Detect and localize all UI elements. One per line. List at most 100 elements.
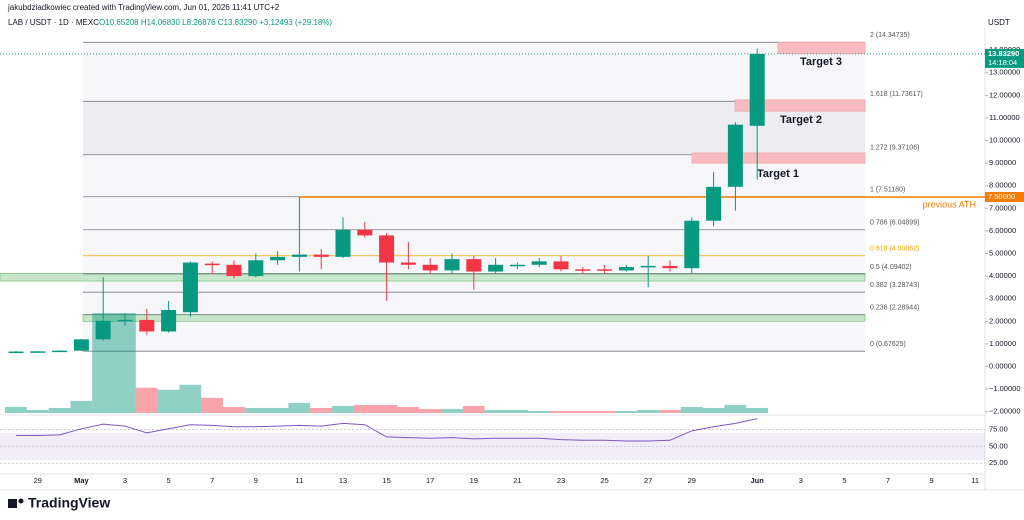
volume-bar bbox=[680, 406, 703, 413]
candle-body bbox=[662, 265, 678, 269]
candle-body bbox=[248, 260, 264, 277]
y-tick-label: 9.00000 bbox=[989, 158, 1016, 167]
support-zone bbox=[0, 273, 866, 282]
candle-body bbox=[444, 259, 460, 271]
candle-body bbox=[422, 264, 438, 271]
candle-body bbox=[161, 309, 177, 332]
candle-body bbox=[357, 229, 373, 236]
fib-band bbox=[83, 292, 865, 315]
target-box bbox=[734, 99, 866, 112]
rsi-tick-label: 75.00 bbox=[989, 424, 1008, 433]
x-tick-label: 7 bbox=[210, 476, 214, 485]
last-price-tag bbox=[985, 48, 1024, 68]
target-label: Target 2 bbox=[780, 114, 822, 126]
y-tick-label: 2.00000 bbox=[989, 316, 1016, 325]
volume-bar bbox=[179, 384, 202, 413]
candle-body bbox=[270, 256, 286, 261]
last-price-label: 13.83290 bbox=[988, 49, 1019, 58]
currency-label: USDT bbox=[988, 18, 1010, 27]
volume-bar bbox=[135, 387, 158, 413]
fib-label: 0.382 (3.28743) bbox=[870, 282, 919, 289]
volume-bar bbox=[637, 409, 659, 413]
logo-dot bbox=[18, 498, 24, 504]
volume-bar bbox=[157, 389, 180, 413]
x-tick-label: 7 bbox=[886, 476, 890, 485]
volume-bar bbox=[506, 409, 529, 413]
ath-tag bbox=[985, 192, 1024, 203]
volume-bar bbox=[310, 407, 332, 413]
volume-bar bbox=[114, 313, 136, 413]
x-tick-label: 29 bbox=[688, 476, 696, 485]
volume-bar bbox=[288, 402, 311, 413]
x-tick-label: 23 bbox=[557, 476, 565, 485]
volume-bar bbox=[70, 400, 93, 413]
fib-band bbox=[83, 196, 865, 230]
volume-bar bbox=[266, 407, 289, 413]
candle-body bbox=[509, 264, 525, 267]
candle-body bbox=[488, 264, 504, 272]
candle-body bbox=[73, 339, 89, 351]
x-tick-label: 27 bbox=[644, 476, 652, 485]
candle-body bbox=[749, 53, 765, 126]
candle-body bbox=[8, 351, 24, 354]
fib-label: 1.618 (11.73617) bbox=[870, 91, 923, 98]
x-tick-label: May bbox=[74, 476, 89, 485]
y-tick-label: −1.00000 bbox=[989, 384, 1021, 393]
chart-title: LAB / USDT · 1D · MEXC bbox=[8, 18, 99, 27]
candle-body bbox=[52, 350, 68, 353]
volume-bar bbox=[724, 404, 747, 413]
candle-body bbox=[95, 320, 111, 340]
volume-bar bbox=[571, 410, 594, 413]
y-tick-label: 6.00000 bbox=[989, 226, 1016, 235]
fib-label: 0.236 (2.28944) bbox=[870, 305, 919, 312]
y-tick-label: 3.00000 bbox=[989, 294, 1016, 303]
x-tick-label: 3 bbox=[799, 476, 803, 485]
target-box bbox=[777, 41, 866, 54]
target-label: Target 3 bbox=[800, 56, 842, 68]
ath-text: previous ATH bbox=[923, 199, 976, 209]
candle-body bbox=[204, 263, 220, 266]
target-box bbox=[691, 152, 866, 164]
y-tick-label: 12.00000 bbox=[989, 90, 1020, 99]
candle-body bbox=[139, 319, 155, 332]
fib-label: 2 (14.34735) bbox=[870, 32, 910, 39]
fib-band bbox=[83, 229, 865, 256]
candle-body bbox=[30, 351, 46, 353]
fib-band bbox=[83, 42, 865, 102]
x-tick-label: 9 bbox=[254, 476, 258, 485]
y-tick-label: 11.00000 bbox=[989, 113, 1020, 122]
volume-bar bbox=[615, 410, 638, 413]
y-tick-label: 7.00000 bbox=[989, 203, 1016, 212]
volume-bar bbox=[223, 406, 245, 413]
fib-label: 1 (7.51180) bbox=[870, 187, 905, 194]
x-tick-label: 17 bbox=[426, 476, 434, 485]
x-tick-label: 19 bbox=[470, 476, 478, 485]
volume-bar bbox=[332, 405, 354, 413]
volume-bar bbox=[746, 407, 768, 413]
volume-bar bbox=[5, 406, 27, 413]
rsi-tick-label: 25.00 bbox=[989, 458, 1008, 467]
volume-bar bbox=[244, 407, 267, 413]
x-tick-label: 13 bbox=[339, 476, 347, 485]
y-tick-label: −2.00000 bbox=[989, 407, 1021, 416]
x-tick-label: 11 bbox=[971, 476, 979, 485]
x-tick-label: 15 bbox=[382, 476, 390, 485]
candle-body bbox=[618, 267, 634, 271]
volume-bar bbox=[528, 410, 550, 413]
candle-body bbox=[684, 220, 700, 269]
y-tick-label: 13.00000 bbox=[989, 68, 1020, 77]
rsi-tick-label: 50.00 bbox=[989, 441, 1008, 450]
volume-bar bbox=[397, 406, 420, 413]
volume-bar bbox=[550, 410, 572, 413]
logo: TradingView bbox=[8, 495, 110, 511]
y-tick-label: 0.00000 bbox=[989, 361, 1016, 370]
y-tick-label: 10.00000 bbox=[989, 136, 1020, 145]
x-tick-label: 5 bbox=[842, 476, 846, 485]
candle-body bbox=[531, 261, 547, 265]
ohlc-legend: O10.65208 H14.06830 L8.26876 C13.83290 +… bbox=[99, 18, 332, 27]
rsi-line bbox=[16, 418, 758, 442]
fib-label: 0.786 (6.04899) bbox=[870, 220, 919, 227]
candle-body bbox=[727, 124, 743, 187]
